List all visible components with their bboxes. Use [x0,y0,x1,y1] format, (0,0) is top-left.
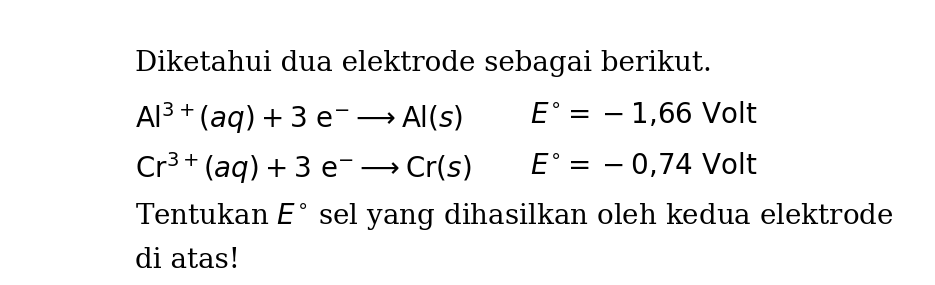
Text: $E^{\circ} = -1{,}66\ \mathrm{Volt}$: $E^{\circ} = -1{,}66\ \mathrm{Volt}$ [530,100,757,129]
Text: $E^{\circ} = -0{,}74\ \mathrm{Volt}$: $E^{\circ} = -0{,}74\ \mathrm{Volt}$ [530,150,757,180]
Text: di atas!: di atas! [135,247,240,274]
Text: Diketahui dua elektrode sebagai berikut.: Diketahui dua elektrode sebagai berikut. [135,50,712,77]
Text: Tentukan $E^{\circ}$ sel yang dihasilkan oleh kedua elektrode: Tentukan $E^{\circ}$ sel yang dihasilkan… [135,201,894,232]
Text: $\mathrm{Al}^{3+}(aq) + 3\ \mathrm{e}^{-} \longrightarrow \mathrm{Al}(s)$: $\mathrm{Al}^{3+}(aq) + 3\ \mathrm{e}^{-… [135,100,464,136]
Text: $\mathrm{Cr}^{3+}(aq) + 3\ \mathrm{e}^{-} \longrightarrow \mathrm{Cr}(s)$: $\mathrm{Cr}^{3+}(aq) + 3\ \mathrm{e}^{-… [135,150,471,186]
